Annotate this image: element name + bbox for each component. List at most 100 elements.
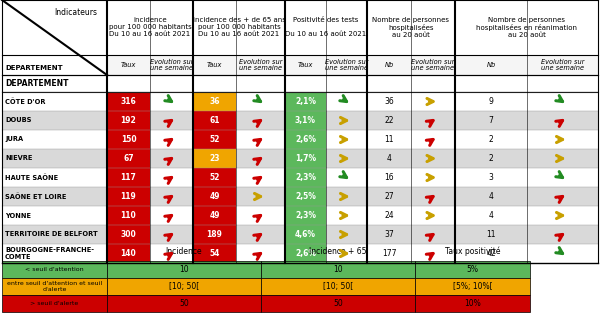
Text: NIEVRE: NIEVRE [5,156,32,162]
Bar [2,225,598,244]
Text: Evolution sur
une semaine: Evolution sur une semaine [541,59,584,71]
Text: Evolution sur
une semaine: Evolution sur une semaine [150,59,193,71]
Bar [193,225,236,244]
Bar [2,168,598,187]
Bar [415,295,530,312]
Bar [236,55,285,75]
Bar [415,278,530,295]
Text: 4: 4 [488,211,493,220]
Text: 50: 50 [333,299,343,308]
Text: < seuil d'attention: < seuil d'attention [25,267,84,272]
Text: 2,6%: 2,6% [295,135,316,144]
Bar [2,130,598,149]
Text: 2,6%: 2,6% [295,249,316,258]
Bar [107,92,150,111]
Text: 189: 189 [206,230,223,239]
Bar [2,149,598,168]
Bar [285,55,326,75]
Bar [2,206,598,225]
Bar [2,92,598,111]
Text: Taux positivité: Taux positivité [445,246,501,256]
Text: 11: 11 [384,135,394,144]
Text: 36: 36 [384,97,394,106]
Text: 22: 22 [384,116,394,125]
Text: entre seuil d'attention et seuil
d'alerte: entre seuil d'attention et seuil d'alert… [7,281,102,292]
Text: [10; 50[: [10; 50[ [169,282,199,291]
Text: 117: 117 [121,173,136,182]
Text: 2,3%: 2,3% [295,211,316,220]
Text: Taux: Taux [121,62,136,68]
Bar [150,55,193,75]
Bar [107,111,150,130]
Text: 2,1%: 2,1% [295,97,316,106]
Text: > seuil d'alerte: > seuil d'alerte [31,301,79,306]
Text: 49: 49 [209,211,220,220]
Bar [2,244,598,263]
Text: 24: 24 [384,211,394,220]
Text: 192: 192 [121,116,136,125]
Bar [285,206,326,225]
Text: Evolution sur
une semaine: Evolution sur une semaine [411,59,455,71]
Text: 36: 36 [209,97,220,106]
Bar [2,187,598,206]
Bar [193,168,236,187]
Text: Nb: Nb [385,62,394,68]
Text: 4,6%: 4,6% [295,230,316,239]
Bar [261,278,415,295]
Bar [193,130,236,149]
Text: 10: 10 [179,265,189,274]
Bar [285,92,326,111]
Text: 52: 52 [209,173,220,182]
Text: 4: 4 [488,192,493,201]
Text: 2,3%: 2,3% [295,173,316,182]
Text: 5%: 5% [467,265,479,274]
Text: 11: 11 [486,230,496,239]
Text: 2: 2 [488,135,493,144]
Text: 10%: 10% [464,299,481,308]
Text: 119: 119 [121,192,136,201]
Bar [107,295,261,312]
Bar [2,75,598,92]
Text: Evolution sur
une semaine: Evolution sur une semaine [325,59,368,71]
Text: YONNE: YONNE [5,213,31,218]
Text: Nombre de personnes
hospitalisées en réanimation
au 20 août: Nombre de personnes hospitalisées en réa… [476,17,577,38]
Text: SAÔNE ET LOIRE: SAÔNE ET LOIRE [5,193,67,200]
Bar [285,244,326,263]
Bar [193,206,236,225]
Bar [107,130,150,149]
Text: 10: 10 [333,265,343,274]
Bar [527,55,598,75]
Text: 2: 2 [488,154,493,163]
Bar [193,187,236,206]
Text: 2,5%: 2,5% [295,192,316,201]
Text: HAUTE SAÔNE: HAUTE SAÔNE [5,174,58,181]
Text: 1,7%: 1,7% [295,154,316,163]
Text: 42: 42 [486,249,496,258]
Bar [107,278,261,295]
Text: 23: 23 [209,154,220,163]
Bar [411,55,455,75]
Bar [107,187,150,206]
Bar [285,168,326,187]
Bar [285,130,326,149]
Text: CÔTE D'OR: CÔTE D'OR [5,98,46,105]
Bar [107,225,150,244]
Text: TERRITOIRE DE BELFORT: TERRITOIRE DE BELFORT [5,232,98,238]
Text: 49: 49 [209,192,220,201]
Text: 16: 16 [384,173,394,182]
Text: 300: 300 [121,230,136,239]
Text: incidence des + de 65 ans
pour 100 000 habitants
Du 10 au 16 août 2021: incidence des + de 65 ans pour 100 000 h… [193,18,286,38]
Text: 316: 316 [121,97,136,106]
Bar [107,261,261,278]
Text: incidence
pour 100 000 habitants
Du 10 au 16 août 2021: incidence pour 100 000 habitants Du 10 a… [109,18,191,38]
Text: 7: 7 [488,116,493,125]
Bar [285,111,326,130]
Bar [285,149,326,168]
Bar [2,0,107,75]
Text: Evolution sur
une semaine: Evolution sur une semaine [239,59,282,71]
Bar [193,55,236,75]
Text: 50: 50 [179,299,189,308]
Bar [107,206,150,225]
Bar [2,278,107,295]
Text: Taux: Taux [298,62,313,68]
